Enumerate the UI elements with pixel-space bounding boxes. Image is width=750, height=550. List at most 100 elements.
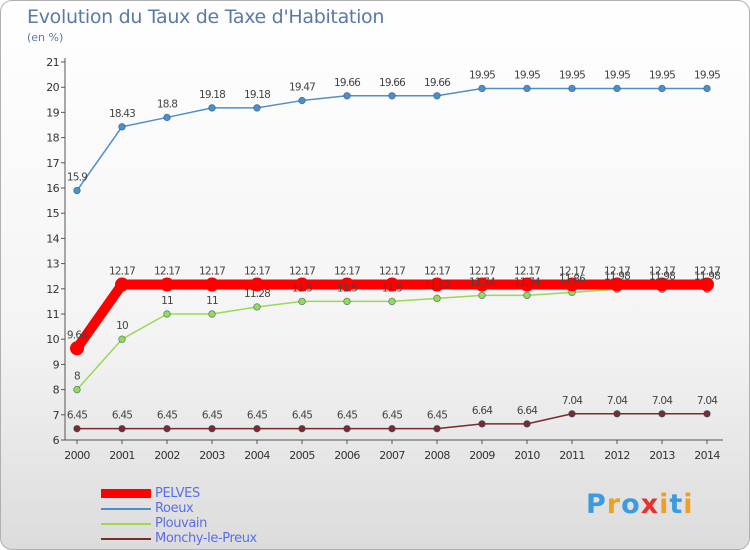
data-point [655,277,669,292]
data-point [253,104,261,112]
data-point [298,96,306,105]
legend-item-plouvain: Plouvain [101,516,301,531]
data-point [385,277,399,292]
data-label: 12.17 [604,266,630,278]
data-label: 6.45 [427,410,447,422]
data-label: 12.17 [469,266,495,278]
data-label: 11.5 [292,282,312,294]
data-label: 19.18 [244,89,270,101]
data-label: 19.95 [469,69,495,81]
data-label: 12.17 [649,266,675,278]
data-label: 15.9 [67,172,87,184]
data-point [298,297,306,306]
data-point [703,84,711,93]
legend-item-monchy: Monchy-le-Preux [101,531,301,546]
logo-letter: t [669,489,684,520]
logo-letter: o [621,489,641,520]
data-label: 6.45 [382,410,402,422]
data-label: 11.98 [604,270,630,282]
y-tick-label: 8 [53,384,60,397]
x-tick-label: 2009 [469,449,495,462]
data-label: 12.17 [424,266,450,278]
proxiti-logo: Proxiti [586,489,694,520]
data-label: 12.17 [289,266,315,278]
logo-letter: i [659,489,670,520]
y-tick-label: 21 [46,56,59,69]
x-tick-label: 2008 [424,449,450,462]
data-point [118,335,126,343]
x-tick-label: 2014 [694,449,720,462]
data-point [73,424,81,433]
data-point [340,277,354,292]
x-tick-label: 2012 [604,449,630,462]
data-label: 18.8 [157,98,177,110]
x-tick-label: 2002 [154,449,180,462]
y-tick-label: 15 [46,207,59,220]
data-point [700,277,714,292]
x-tick-label: 2005 [289,449,315,462]
data-point [253,303,261,311]
data-point [658,410,666,418]
legend: PELVES Roeux Plouvain Monchy-le-Preux [101,486,301,546]
data-point [118,123,126,131]
legend-label-monchy: Monchy-le-Preux [155,531,257,546]
data-point [298,424,306,433]
data-label: 11.28 [244,288,270,300]
data-point [388,297,396,306]
data-label: 12.17 [379,266,405,278]
legend-item-pelves: PELVES [101,486,301,501]
y-tick-label: 18 [46,132,59,145]
x-tick-label: 2010 [514,449,540,462]
data-label: 11.74 [469,276,496,288]
data-point [208,310,216,318]
logo-letter: x [640,489,660,520]
legend-label-roeux: Roeux [155,501,194,516]
data-point [163,310,171,318]
data-point [475,277,489,292]
data-label: 11.5 [337,282,357,294]
y-tick-label: 12 [46,283,59,296]
x-tick-label: 2004 [244,449,270,462]
x-tick-label: 2007 [379,449,405,462]
data-point [343,92,351,100]
y-tick-label: 10 [46,333,59,346]
x-tick-label: 2003 [199,449,225,462]
data-label: 11.98 [649,270,675,282]
data-label: 7.04 [697,395,718,407]
data-point [433,294,441,303]
y-tick-label: 7 [53,409,60,422]
data-label: 11 [206,295,218,307]
legend-item-roeux: Roeux [101,501,301,516]
data-point [520,277,534,292]
data-label: 19.66 [424,77,451,89]
y-tick-label: 20 [46,81,59,94]
data-point [205,277,219,292]
data-label: 19.95 [514,69,540,81]
chart-title: Evolution du Taux de Taxe d'Habitation [27,6,385,28]
data-label: 12.17 [694,266,720,278]
data-point [430,277,444,292]
data-label: 19.95 [649,69,675,81]
axes: 6 7 8 9 10 11 12 13 14 15 16 17 18 19 20 21 2000 2001 2002… [46,56,723,462]
x-tick-label: 2011 [559,449,585,462]
data-point [163,113,171,122]
x-tick-label: 2013 [649,449,675,462]
data-point [523,420,531,428]
data-point [523,291,531,300]
data-point [433,424,441,433]
logo-letter: P [586,489,607,520]
data-point [160,277,174,292]
data-label: 7.04 [652,395,673,407]
data-label: 6.64 [472,405,493,417]
data-label: 8 [74,371,80,383]
chart-subtitle: (en %) [27,31,64,44]
data-point [343,424,351,433]
data-point [253,424,261,433]
data-label: 7.04 [562,395,583,407]
logo-letter: i [683,489,694,520]
legend-label-pelves: PELVES [155,486,200,501]
data-point [568,84,576,93]
legend-swatch-roeux [101,508,151,510]
data-label: 7.04 [607,395,628,407]
